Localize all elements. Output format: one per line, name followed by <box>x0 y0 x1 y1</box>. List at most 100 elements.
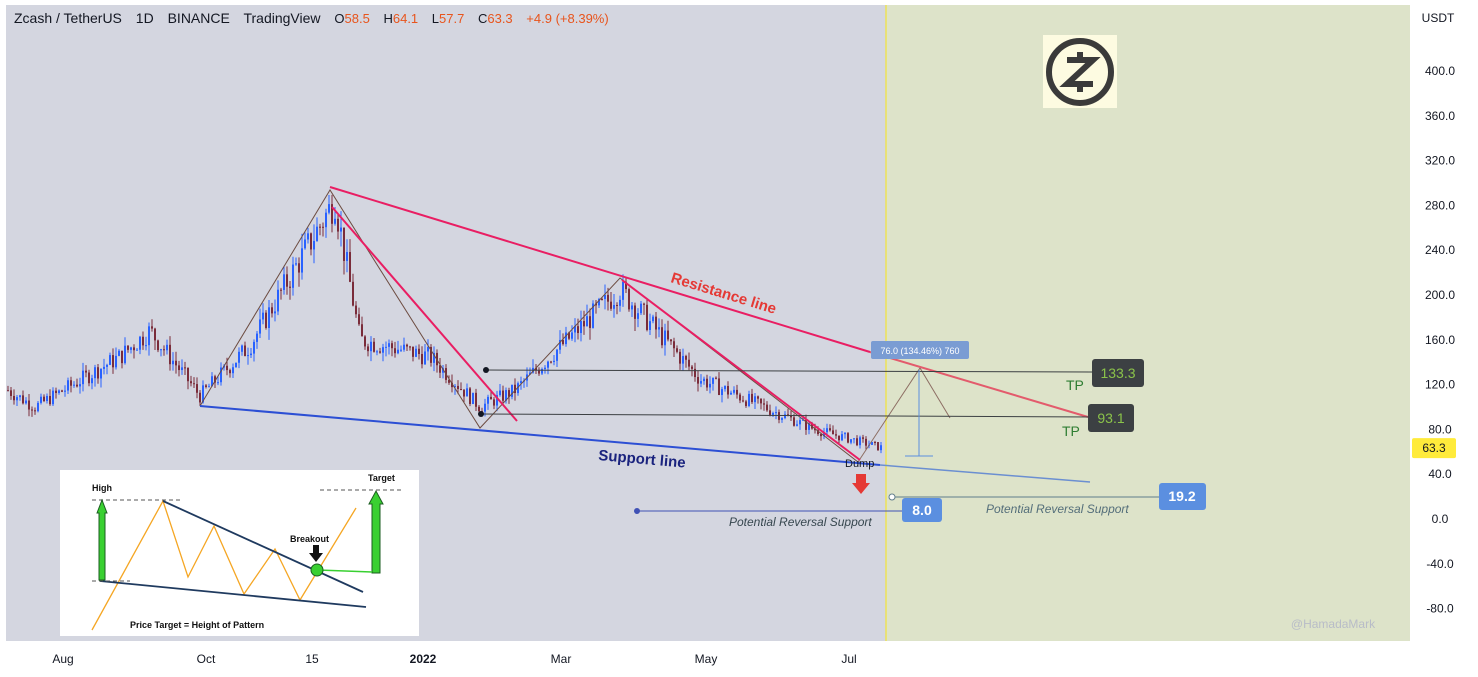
level-anchor <box>888 493 896 501</box>
candle-body <box>196 384 198 393</box>
candle-body <box>130 347 132 350</box>
candle-body <box>625 281 627 290</box>
candle-body <box>76 384 78 387</box>
time-tick-label: May <box>695 652 718 666</box>
candle-body <box>619 299 621 306</box>
candle-body <box>133 347 135 351</box>
change-value: +4.9 (+8.39%) <box>526 11 609 26</box>
candle-body <box>79 384 81 387</box>
price-tick-label: 360.0 <box>1425 109 1455 123</box>
candle-body <box>664 330 666 346</box>
candle-body <box>736 389 738 395</box>
candle-body <box>376 351 378 353</box>
candle-body <box>586 316 588 327</box>
candle-body <box>454 385 456 388</box>
candle-body <box>226 365 228 371</box>
zcash-logo-ring <box>1046 38 1114 106</box>
candle-body <box>469 388 471 404</box>
candle-body <box>172 360 174 365</box>
candle-body <box>19 395 21 398</box>
candle-body <box>703 378 705 382</box>
candle-body <box>775 412 777 414</box>
price-tick-label: 120.0 <box>1425 378 1455 392</box>
candle-body <box>316 226 318 241</box>
candle-body <box>784 414 786 419</box>
candle-body <box>529 372 531 375</box>
candle-body <box>490 396 492 400</box>
candle-body <box>253 341 255 354</box>
candle-body <box>220 367 222 383</box>
candle-body <box>442 368 444 373</box>
candle-body <box>433 352 435 363</box>
candle-body <box>556 349 558 361</box>
time-ticks: Aug Oct 15 2022 Mar May Jul <box>52 652 856 666</box>
price-axis[interactable] <box>1410 5 1474 641</box>
candle-body <box>304 239 306 249</box>
candle-body <box>781 418 783 420</box>
candle-body <box>616 305 618 307</box>
candle-body <box>706 378 708 388</box>
candle-body <box>739 394 741 401</box>
candle-body <box>190 381 192 384</box>
candle-body <box>205 385 207 388</box>
candle-body <box>640 303 642 314</box>
inset-illustration: High Target Breakout Price Target = Height … <box>60 470 419 636</box>
time-tick-label: Jul <box>841 652 856 666</box>
candle-body <box>826 428 828 433</box>
candle-body <box>448 379 450 383</box>
inset-support <box>99 580 367 608</box>
candle-body <box>169 344 171 365</box>
candle-body <box>337 218 339 232</box>
candle-body <box>871 441 873 445</box>
price-ticks: USDT 400.0 360.0 320.0 280.0 240.0 200.0 160.0 1… <box>1412 11 1456 616</box>
high-value: 64.1 <box>392 11 419 26</box>
candle-body <box>673 341 675 349</box>
candle-body <box>106 364 108 367</box>
candle-body <box>589 316 591 328</box>
candle-body <box>862 437 864 439</box>
candle-body <box>52 390 54 405</box>
candle-body <box>352 281 354 306</box>
price-tick-label: 40.0 <box>1428 467 1452 481</box>
candle-body <box>802 419 804 421</box>
candle-body <box>694 368 696 378</box>
support1-box <box>902 498 942 522</box>
candle-body <box>31 409 33 411</box>
close-value: 63.3 <box>487 11 513 26</box>
candle-body <box>478 406 480 412</box>
candle-body <box>61 390 63 392</box>
candle-body <box>271 307 273 314</box>
symbol-header[interactable]: Zcash / TetherUS 1D BINANCE TradingView … <box>14 10 629 26</box>
time-axis[interactable] <box>6 641 1410 673</box>
interval[interactable]: 1D <box>135 10 154 26</box>
candle-body <box>307 233 309 240</box>
candle-body <box>685 355 687 360</box>
candle-body <box>97 367 99 379</box>
candle-body <box>331 204 333 224</box>
candle-body <box>559 339 561 350</box>
candle-body <box>40 396 42 403</box>
candle-body <box>154 328 156 341</box>
candle-body <box>250 353 252 356</box>
candle-body <box>151 326 153 329</box>
candle-body <box>139 336 141 350</box>
candle-body <box>658 327 660 330</box>
candle-body <box>709 383 711 388</box>
reversal-label-1: Potential Reversal Support <box>729 515 872 529</box>
candle-body <box>94 367 96 379</box>
symbol-name[interactable]: Zcash / TetherUS <box>14 10 122 26</box>
candle-body <box>649 321 651 330</box>
price-tick-label: -40.0 <box>1426 557 1454 571</box>
candle-body <box>229 370 231 374</box>
candle-body <box>112 355 114 368</box>
candle-body <box>370 341 372 352</box>
candle-body <box>631 305 633 310</box>
tp1-value: 133.3 <box>1100 365 1135 381</box>
candle-body <box>268 307 270 328</box>
exchange: BINANCE <box>167 10 230 26</box>
candle-body <box>820 434 822 437</box>
support-line <box>199 405 881 466</box>
tp2-value: 93.1 <box>1097 410 1124 426</box>
